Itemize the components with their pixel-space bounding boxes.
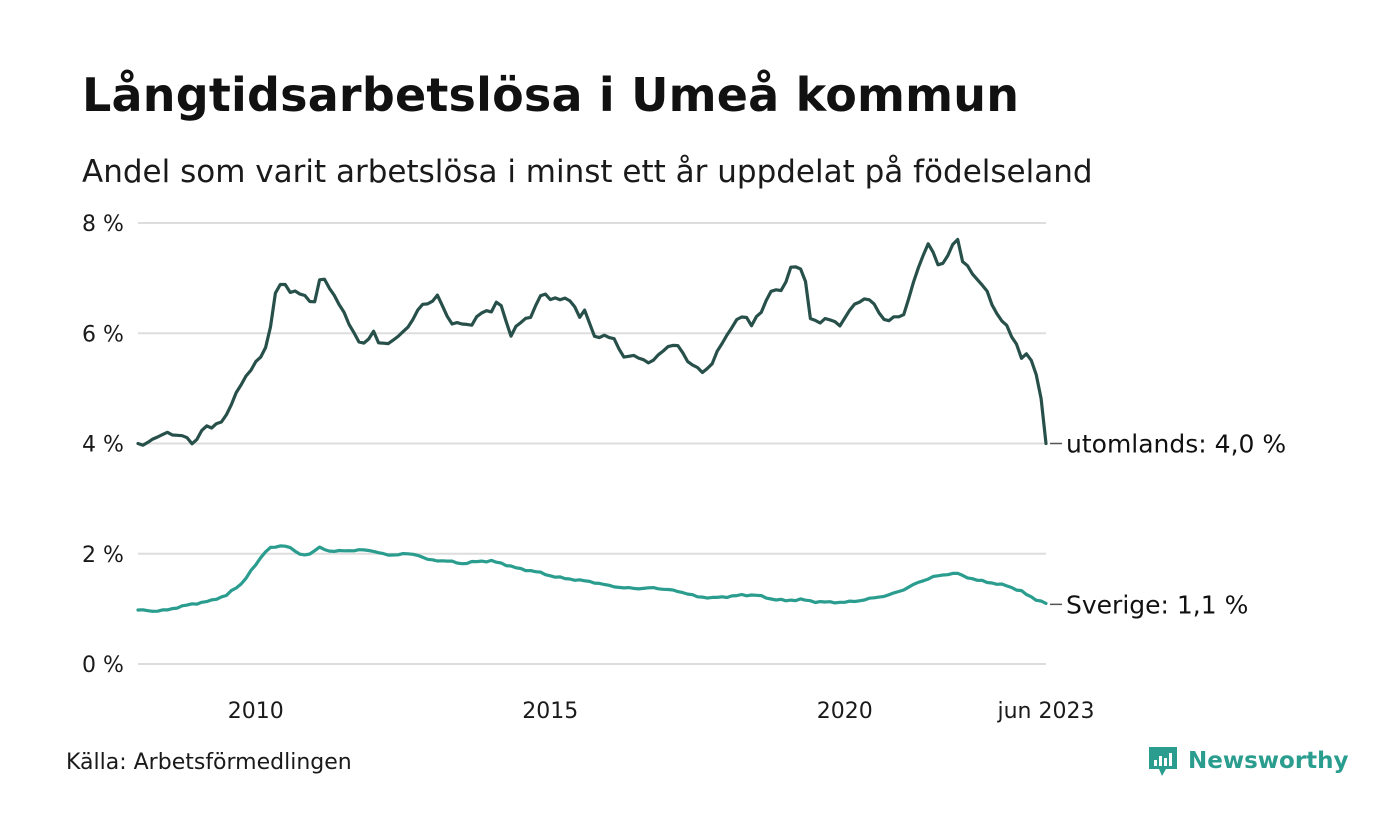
series-lines [136,237,1048,613]
series-line-utomlands [136,237,1048,447]
y-tick-label: 6 % [82,322,124,347]
newsworthy-logo-icon [1149,747,1177,776]
x-tick-label: 2015 [522,699,578,724]
series-labels: utomlands: 4,0 % Sverige: 1,1 % [1050,430,1286,619]
brand-logo: Newsworthy [1146,744,1349,778]
page-subtitle: Andel som varit arbetslösa i minst ett å… [82,154,1093,190]
series-label-sverige: Sverige: 1,1 % [1066,590,1248,619]
x-axis: 2010 2015 2020 jun 2023 [228,699,1095,724]
y-tick-label: 0 % [82,653,124,678]
source-note: Källa: Arbetsförmedlingen [66,750,352,775]
series-label-utomlands: utomlands: 4,0 % [1066,430,1286,459]
y-axis: 0 % 2 % 4 % 6 % 8 % [82,212,124,678]
series-line-sverige [136,544,1048,613]
brand-name: Newsworthy [1188,748,1349,774]
y-tick-label: 8 % [82,212,124,237]
x-tick-label: jun 2023 [997,699,1095,724]
y-tick-label: 4 % [82,433,124,458]
x-tick-label: 2020 [817,699,873,724]
x-tick-label: 2010 [228,699,284,724]
grid-lines [138,222,1046,665]
y-tick-label: 2 % [82,543,124,568]
page-title: Långtidsarbetslösa i Umeå kommun [82,68,1020,122]
